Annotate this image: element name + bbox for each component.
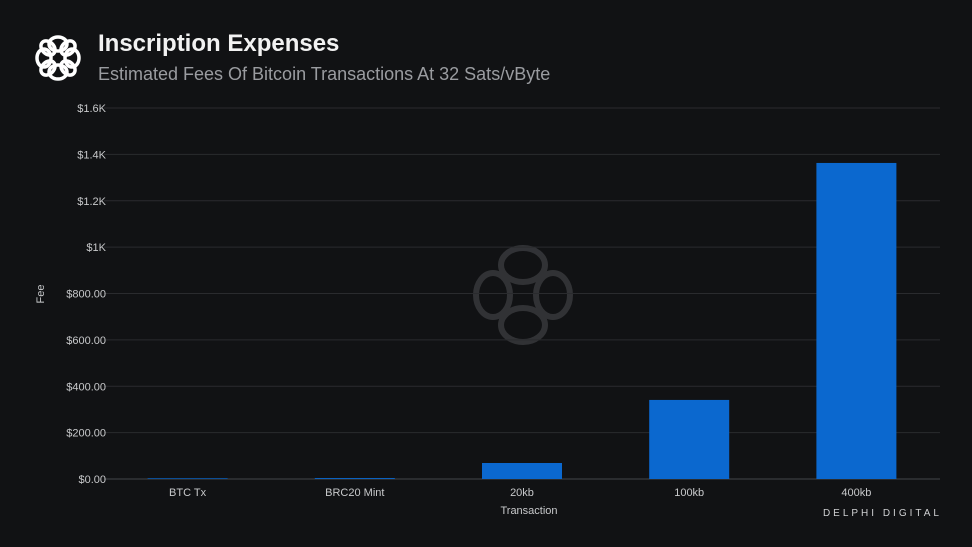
x-tick-label: 400kb (841, 487, 871, 499)
x-tick-label: 20kb (510, 487, 534, 499)
bar (816, 162, 897, 479)
y-tick-label: $200.00 (66, 428, 106, 440)
chart-subtitle: Estimated Fees Of Bitcoin Transactions A… (98, 64, 551, 84)
x-tick-label: BRC20 Mint (325, 487, 384, 499)
y-tick-label: $600.00 (66, 335, 106, 347)
y-tick-label: $1.2K (77, 196, 106, 208)
y-tick-label: $1.6K (77, 103, 106, 115)
brand-wordmark: DELPHI DIGITAL (822, 508, 942, 519)
y-tick-label: $0.00 (78, 474, 106, 486)
chart-title: Inscription Expenses (98, 30, 340, 57)
bar (314, 478, 395, 479)
bar (147, 478, 228, 479)
y-tick-label: $1.4K (77, 149, 106, 161)
bar (649, 399, 730, 479)
y-tick-label: $800.00 (66, 289, 106, 301)
delphi-logo-icon (35, 35, 81, 81)
bar (482, 463, 562, 479)
y-tick-label: $400.00 (66, 381, 106, 393)
watermark-icon (473, 245, 573, 345)
x-tick-label: 100kb (674, 487, 704, 499)
x-tick-label: BTC Tx (169, 487, 207, 499)
y-axis-title: Fee (35, 285, 47, 304)
x-axis-title: Transaction (500, 505, 557, 517)
y-tick-label: $1K (86, 242, 106, 254)
